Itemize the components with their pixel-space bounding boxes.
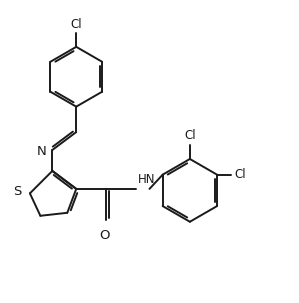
- Text: O: O: [99, 229, 110, 241]
- Text: Cl: Cl: [234, 168, 246, 181]
- Text: Cl: Cl: [71, 18, 82, 31]
- Text: S: S: [13, 185, 22, 198]
- Text: Cl: Cl: [184, 129, 196, 142]
- Text: HN: HN: [138, 173, 155, 186]
- Text: N: N: [37, 145, 47, 158]
